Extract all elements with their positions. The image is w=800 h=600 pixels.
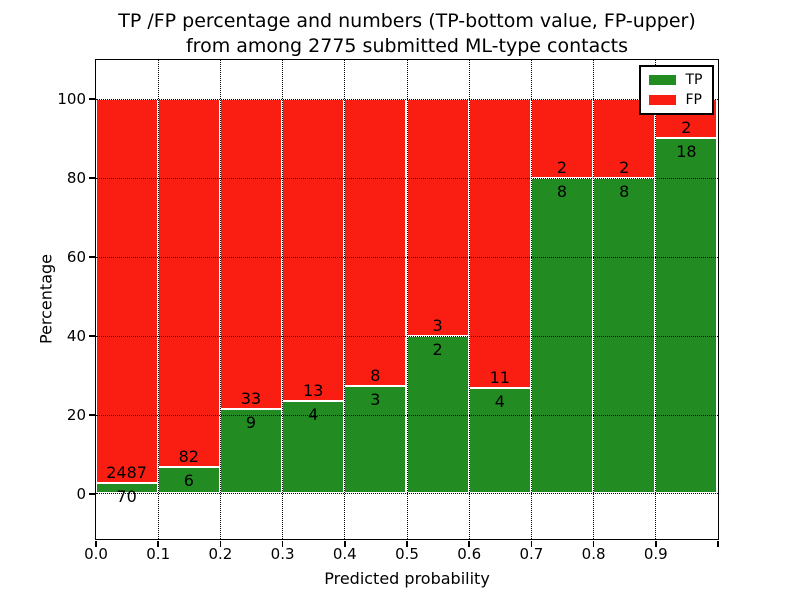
gridline-vertical [593, 59, 595, 539]
y-tick-mark [88, 414, 95, 416]
x-tick-label: 0.4 [332, 545, 357, 563]
gridline-vertical [655, 59, 657, 539]
fp-count-label: 2487 [106, 462, 147, 482]
bar-fp-segment [468, 98, 531, 389]
legend-swatch-tp [648, 74, 676, 85]
chart-title-line1: TP /FP percentage and numbers (TP-bottom… [118, 10, 696, 32]
y-tick-mark [88, 98, 95, 100]
legend-item-tp: TP [648, 71, 703, 88]
y-tick-label: 20 [66, 406, 86, 424]
x-tick-mark [468, 540, 470, 547]
fp-count-label: 11 [489, 368, 510, 388]
fp-count-label: 82 [178, 446, 199, 466]
x-tick-label: 0.0 [84, 545, 108, 563]
x-tick-label: 0.7 [519, 545, 544, 563]
x-tick-label: 0.8 [581, 545, 606, 563]
tp-count-label: 4 [308, 404, 319, 424]
fp-count-label: 2 [619, 157, 630, 177]
x-tick-label: 0.6 [457, 545, 482, 563]
x-tick-mark [406, 540, 408, 547]
tp-count-label: 70 [116, 486, 137, 506]
y-tick-label: 0 [76, 484, 86, 503]
x-tick-label: 0.2 [208, 545, 233, 563]
bar-tp-segment [655, 138, 718, 494]
chart-title: TP /FP percentage and numbers (TP-bottom… [96, 9, 718, 59]
legend-swatch-fp [648, 94, 676, 105]
fp-count-label: 33 [240, 388, 262, 408]
fp-count-label: 2 [556, 157, 568, 177]
x-tick-mark [592, 540, 595, 547]
legend-item-fp: FP [648, 91, 703, 108]
legend-label-fp: FP [685, 91, 703, 108]
fp-count-label: 13 [303, 380, 324, 400]
bar-fp-segment [95, 98, 158, 483]
y-tick-mark [88, 335, 95, 337]
gridline-vertical [406, 59, 408, 539]
chart-title-line2: from among 2775 submitted ML-type contac… [185, 35, 629, 57]
gridline-vertical [282, 59, 284, 539]
tp-count-label: 4 [494, 392, 505, 412]
bar-fp-segment [406, 98, 469, 336]
gridline-vertical [219, 59, 221, 539]
gridline-vertical [344, 59, 346, 539]
x-tick-mark [344, 540, 346, 547]
x-tick-label: 0.9 [643, 545, 668, 563]
legend: TP FP [638, 64, 714, 115]
y-tick-label: 60 [66, 248, 86, 267]
bar-fp-segment [157, 98, 220, 467]
plot-area: 2487 70 82 6 33 9 13 4 8 3 3 2 11 4 2 8 2 8 2 18 TP FP [94, 58, 719, 540]
bar-fp-segment [282, 98, 345, 401]
bar-tp-segment [95, 482, 158, 494]
y-tick-mark [88, 256, 95, 258]
fp-count-label: 3 [432, 315, 443, 335]
bar-fp-segment [530, 98, 594, 178]
y-tick-mark [88, 177, 95, 179]
y-tick-mark [88, 493, 95, 495]
bar-tp-segment [282, 400, 345, 494]
legend-label-tp: TP [685, 71, 703, 88]
x-tick-mark [717, 540, 719, 547]
bar-tp-segment [219, 408, 283, 494]
x-tick-mark [157, 540, 159, 547]
x-tick-label: 0.3 [270, 545, 295, 563]
bar-tp-segment [344, 385, 407, 494]
y-tick-label: 40 [66, 327, 86, 346]
x-tick-label: 0.1 [146, 545, 171, 563]
x-tick-mark [655, 540, 657, 547]
gridline-vertical [530, 59, 532, 539]
tp-count-label: 9 [245, 412, 257, 432]
fp-count-label: 8 [370, 365, 381, 385]
x-tick-mark [219, 540, 222, 547]
gridline-vertical [157, 59, 159, 539]
x-tick-mark [95, 540, 97, 547]
x-tick-label: 0.5 [395, 545, 419, 563]
fp-count-label: 2 [681, 118, 692, 138]
tp-count-label: 8 [619, 181, 630, 201]
bar-fp-segment [344, 98, 407, 386]
tp-count-label: 18 [676, 142, 697, 162]
y-tick-label: 100 [57, 90, 86, 109]
x-tick-mark [530, 540, 533, 547]
gridline-vertical [468, 59, 470, 539]
tp-count-label: 2 [432, 339, 443, 359]
y-tick-label: 80 [66, 169, 86, 188]
tp-count-label: 6 [183, 470, 194, 490]
bar-fp-segment [219, 98, 283, 409]
x-tick-mark [281, 540, 284, 547]
x-axis-label: Predicted probability [324, 569, 490, 588]
tp-count-label: 8 [556, 181, 568, 201]
tp-count-label: 3 [370, 389, 381, 409]
